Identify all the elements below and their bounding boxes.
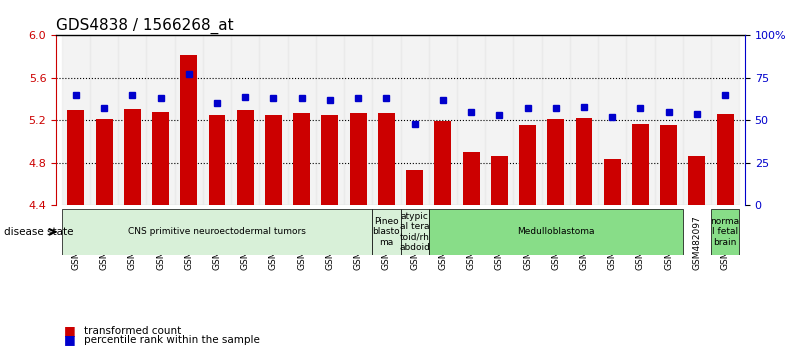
Text: percentile rank within the sample: percentile rank within the sample (84, 335, 260, 345)
Bar (119, 35, 147, 205)
Bar (372, 35, 400, 205)
Bar (711, 35, 739, 205)
Bar (378, 113, 395, 205)
Bar (491, 156, 508, 205)
Bar (62, 35, 90, 205)
Bar (654, 35, 682, 205)
Bar (519, 125, 536, 205)
Bar (344, 35, 372, 205)
Text: ■: ■ (64, 333, 76, 346)
Bar (124, 109, 141, 205)
Bar (576, 118, 593, 205)
Text: transformed count: transformed count (84, 326, 181, 336)
Bar (570, 35, 598, 205)
Bar (660, 125, 677, 205)
Bar (265, 115, 282, 205)
Bar (350, 113, 367, 205)
Bar (260, 35, 288, 205)
Bar (203, 35, 231, 205)
Bar (626, 35, 654, 205)
FancyBboxPatch shape (711, 209, 739, 255)
Bar (717, 114, 734, 205)
Bar (541, 35, 570, 205)
Bar (598, 35, 626, 205)
FancyBboxPatch shape (62, 209, 372, 255)
Bar (604, 159, 621, 205)
Bar (513, 35, 541, 205)
Bar (175, 35, 203, 205)
Text: ■: ■ (64, 325, 76, 337)
Bar (400, 35, 429, 205)
Text: norma
l fetal
brain: norma l fetal brain (710, 217, 740, 247)
Bar (231, 35, 260, 205)
Bar (463, 152, 480, 205)
Bar (95, 119, 112, 205)
Bar (67, 110, 84, 205)
Bar (147, 35, 175, 205)
Bar (689, 156, 706, 205)
Bar (90, 35, 119, 205)
Bar (682, 35, 711, 205)
Bar (406, 170, 423, 205)
Text: Pineo
blasto
ma: Pineo blasto ma (372, 217, 400, 247)
Bar (293, 113, 310, 205)
Bar (316, 35, 344, 205)
Bar (434, 121, 451, 205)
Bar (152, 112, 169, 205)
Bar (237, 110, 254, 205)
Bar (288, 35, 316, 205)
FancyBboxPatch shape (400, 209, 429, 255)
Bar (321, 115, 338, 205)
Bar (208, 115, 225, 205)
Text: GDS4838 / 1566268_at: GDS4838 / 1566268_at (56, 18, 234, 34)
Bar (457, 35, 485, 205)
Text: atypic
al tera
toid/rh
abdoid: atypic al tera toid/rh abdoid (399, 212, 430, 252)
Text: CNS primitive neuroectodermal tumors: CNS primitive neuroectodermal tumors (128, 227, 306, 236)
Text: Medulloblastoma: Medulloblastoma (517, 227, 594, 236)
Bar (180, 55, 197, 205)
FancyBboxPatch shape (429, 209, 682, 255)
Text: disease state: disease state (4, 227, 74, 237)
Bar (547, 119, 564, 205)
Bar (429, 35, 457, 205)
Bar (632, 124, 649, 205)
FancyBboxPatch shape (372, 209, 400, 255)
Bar (485, 35, 513, 205)
